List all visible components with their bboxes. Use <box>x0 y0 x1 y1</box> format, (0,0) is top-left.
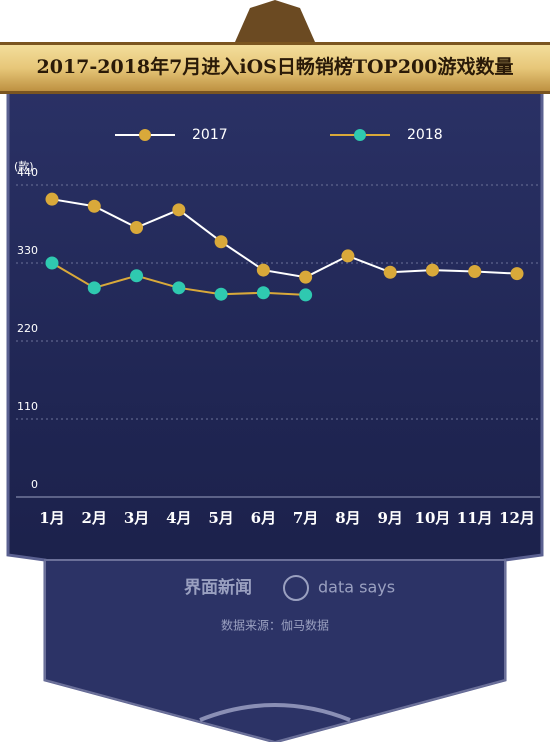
data-point <box>299 288 313 302</box>
footer-logo <box>283 575 309 601</box>
data-point <box>425 263 439 277</box>
data-point <box>341 249 355 263</box>
data-point <box>510 267 524 281</box>
crest <box>235 0 315 42</box>
y-axis-label: (款) <box>14 159 34 173</box>
data-point <box>214 287 228 301</box>
data-point <box>256 286 270 300</box>
shield <box>44 559 506 742</box>
x-tick-label: 8月 <box>335 509 360 527</box>
x-tick-label: 5月 <box>208 509 233 527</box>
data-point <box>45 192 59 206</box>
x-tick-label: 6月 <box>251 509 276 527</box>
data-point <box>87 199 101 213</box>
x-tick-label: 3月 <box>124 509 149 527</box>
x-tick-label: 2月 <box>82 509 107 527</box>
data-point <box>130 221 144 235</box>
y-tick-label: 330 <box>17 244 38 257</box>
data-point <box>214 235 228 249</box>
legend-marker <box>139 129 151 141</box>
banner-edge <box>0 42 550 45</box>
y-tick-label: 220 <box>17 322 38 335</box>
ornament <box>199 703 351 722</box>
legend-label: 2017 <box>192 127 228 143</box>
legend-label: 2018 <box>407 127 443 143</box>
data-point <box>383 265 397 279</box>
y-tick-label: 110 <box>17 400 38 413</box>
data-point <box>87 281 101 295</box>
banner-edge <box>0 91 550 94</box>
data-point <box>256 263 270 277</box>
x-tick-label: 7月 <box>293 509 318 527</box>
x-tick-label: 9月 <box>377 509 402 527</box>
data-point <box>130 269 144 283</box>
data-point <box>172 281 186 295</box>
footer-brand: 界面新闻 <box>184 577 252 598</box>
footer-brand2: data says <box>318 578 395 597</box>
data-point <box>172 203 186 217</box>
footer-source: 数据来源：伽马数据 <box>221 618 329 633</box>
x-tick-label: 12月 <box>499 509 535 527</box>
legend-marker <box>354 129 366 141</box>
y-tick-label: 440 <box>17 166 38 179</box>
x-tick-label: 1月 <box>39 509 64 527</box>
data-point <box>45 256 59 270</box>
data-point <box>299 270 313 284</box>
chart-title: 2017-2018年7月进入iOS日畅销榜TOP200游戏数量 <box>37 55 514 78</box>
y-tick-label: 0 <box>31 478 38 491</box>
x-tick-label: 11月 <box>457 509 493 527</box>
title-banner <box>0 42 550 94</box>
data-point <box>468 265 482 279</box>
x-tick-label: 10月 <box>415 509 451 527</box>
x-tick-label: 4月 <box>166 509 191 527</box>
series-line <box>51 198 518 279</box>
